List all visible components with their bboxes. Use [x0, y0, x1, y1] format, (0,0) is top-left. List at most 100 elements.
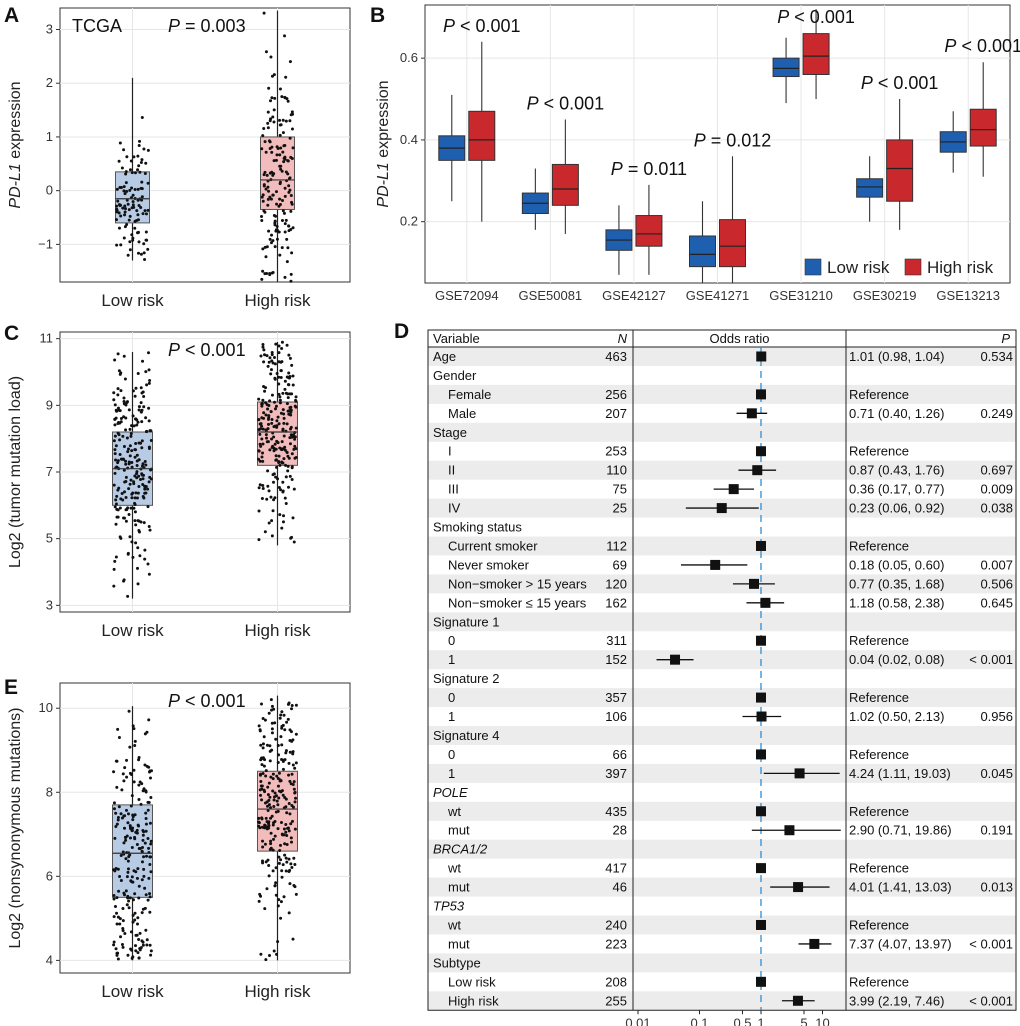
box [856, 178, 884, 198]
data-point [283, 842, 287, 846]
row-label: wt [447, 804, 461, 819]
row-estimate: 0.71 (0.40, 1.26) [849, 406, 944, 421]
data-point [139, 401, 143, 405]
data-point [287, 456, 291, 460]
data-point [132, 869, 136, 873]
data-point [126, 506, 130, 510]
data-point [260, 416, 264, 420]
data-point [266, 110, 270, 114]
data-point [286, 172, 290, 176]
data-point [112, 567, 116, 571]
data-point [144, 893, 148, 897]
data-point [274, 342, 278, 346]
data-point [127, 855, 131, 859]
data-point [283, 96, 287, 100]
data-point [122, 468, 126, 472]
data-point [113, 448, 117, 452]
row-p-value: 0.534 [980, 349, 1013, 364]
data-point [135, 842, 139, 846]
data-point [268, 237, 272, 241]
data-point [144, 829, 148, 833]
data-point [265, 743, 269, 747]
data-point [270, 814, 274, 818]
row-label: Male [448, 406, 476, 421]
data-point [121, 206, 125, 210]
data-point [139, 802, 143, 806]
data-point [284, 391, 288, 395]
data-point [265, 827, 269, 831]
data-point [281, 209, 285, 213]
box [886, 139, 914, 202]
data-point [259, 793, 263, 797]
data-point [129, 773, 133, 777]
data-point [140, 782, 144, 786]
data-point [145, 383, 149, 387]
y-axis-label: Log2 (nonsynonymous mutations) [7, 707, 24, 948]
data-point [138, 139, 142, 143]
data-point [260, 147, 264, 151]
data-point [113, 559, 117, 563]
data-point [287, 701, 291, 705]
data-point [121, 919, 125, 923]
row-n: 207 [605, 406, 627, 421]
data-point [265, 887, 269, 891]
row-p-value: 0.506 [980, 576, 1013, 591]
data-point [288, 739, 292, 743]
data-point [145, 943, 149, 947]
row-estimate: 0.23 (0.06, 0.92) [849, 501, 944, 516]
data-point [147, 525, 151, 529]
data-point [135, 828, 139, 832]
data-point [272, 435, 276, 439]
data-point [288, 176, 292, 180]
data-point [126, 552, 130, 556]
row-p-value: 0.191 [980, 823, 1013, 838]
data-point [276, 147, 280, 151]
data-point [144, 928, 148, 932]
data-point [293, 444, 297, 448]
data-point [287, 412, 291, 416]
data-point [139, 206, 143, 210]
data-point [126, 859, 130, 863]
data-point [135, 453, 139, 457]
data-point [268, 399, 272, 403]
y-tick-label: 9 [46, 397, 53, 412]
data-point [277, 898, 281, 902]
data-point [274, 214, 278, 218]
data-point [280, 440, 284, 444]
data-point [138, 948, 142, 952]
data-point [259, 444, 263, 448]
data-point [281, 480, 285, 484]
data-point [273, 96, 277, 100]
data-point [149, 439, 153, 443]
data-point [117, 433, 121, 437]
data-point [137, 896, 141, 900]
data-point [143, 732, 147, 736]
row-estimate: 1.01 (0.98, 1.04) [849, 349, 944, 364]
row-n: 255 [605, 993, 627, 1008]
data-point [288, 442, 292, 446]
data-point [122, 779, 126, 783]
data-point [148, 770, 152, 774]
data-point [286, 159, 290, 163]
row-label: 0 [448, 690, 455, 705]
data-point [290, 704, 294, 708]
data-point [259, 780, 263, 784]
data-point [128, 482, 132, 486]
data-point [139, 386, 143, 390]
data-point [272, 159, 276, 163]
data-point [294, 395, 298, 399]
data-point [264, 255, 268, 259]
data-point [119, 853, 123, 857]
data-point [260, 195, 264, 199]
data-point [261, 247, 265, 251]
data-point [275, 419, 279, 423]
data-point [260, 219, 264, 223]
data-point [128, 444, 132, 448]
data-point [267, 781, 271, 785]
data-point [282, 160, 286, 164]
data-point [274, 158, 278, 162]
data-point [280, 95, 284, 99]
data-point [143, 557, 147, 561]
data-point [279, 735, 283, 739]
point-estimate [670, 654, 681, 665]
